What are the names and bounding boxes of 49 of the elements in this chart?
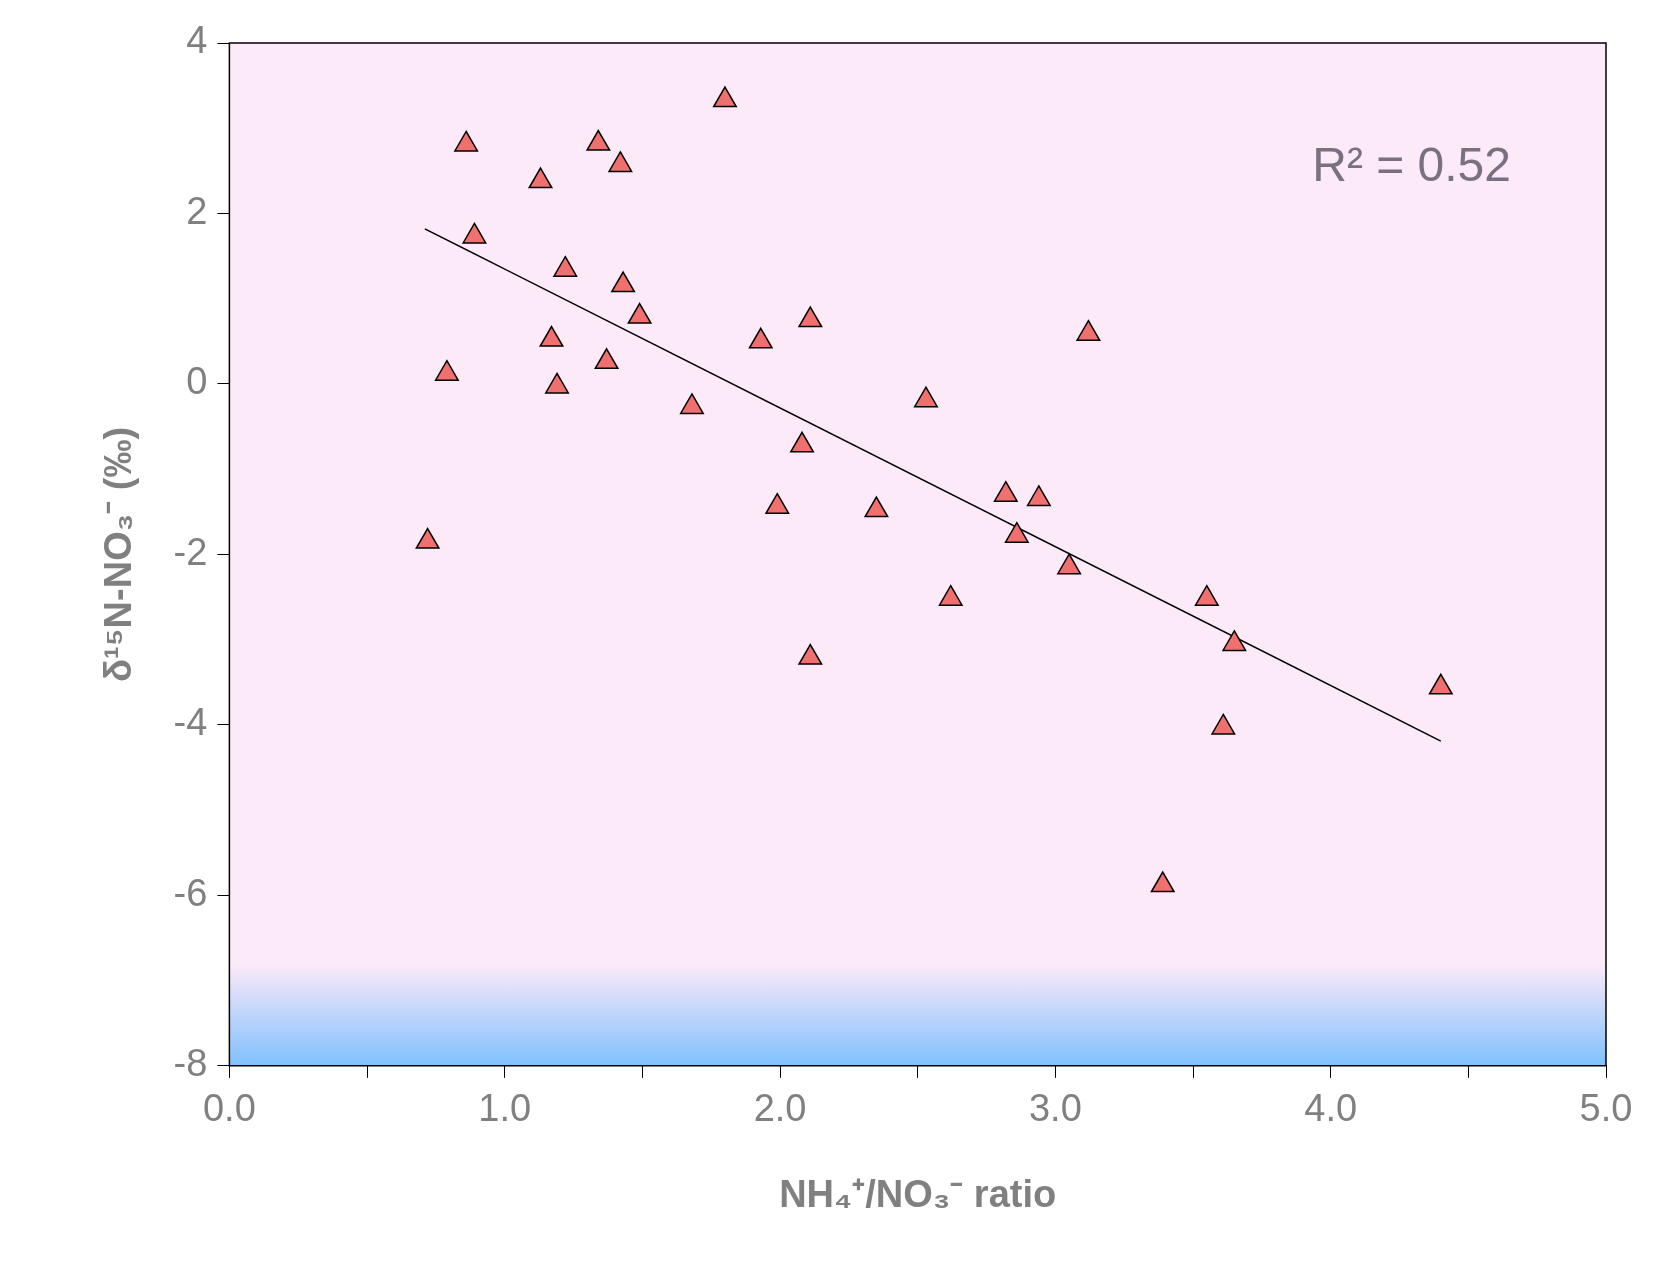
point <box>611 271 636 293</box>
point <box>1026 485 1051 507</box>
point <box>790 431 815 453</box>
point <box>913 386 938 408</box>
point <box>798 306 823 328</box>
point <box>608 151 633 173</box>
point <box>798 643 823 665</box>
y-tick-label: -6 <box>173 871 208 914</box>
point <box>1076 319 1101 341</box>
y-tick-label: -2 <box>173 530 208 573</box>
point <box>864 496 889 518</box>
point <box>594 348 619 370</box>
point <box>545 372 570 394</box>
x-tick-label: 5.0 <box>1579 1087 1633 1130</box>
point <box>1194 584 1219 606</box>
y-axis-title: δ¹⁵N-NO₃⁻ (‰) <box>97 426 140 682</box>
point <box>627 302 652 324</box>
y-tick-label: 2 <box>186 189 208 232</box>
point <box>1150 871 1175 893</box>
y-tick-label: -4 <box>173 701 208 744</box>
x-tick-label: 3.0 <box>1028 1087 1082 1130</box>
point <box>586 129 611 151</box>
x-tick-label: 0.0 <box>202 1087 256 1130</box>
point <box>454 130 479 152</box>
x-tick-label: 1.0 <box>478 1087 532 1130</box>
point <box>1222 630 1247 652</box>
y-tick-label: 4 <box>186 19 208 62</box>
point <box>938 584 963 606</box>
point <box>434 359 459 381</box>
point <box>748 327 773 349</box>
point <box>993 480 1018 502</box>
point <box>1004 521 1029 543</box>
y-tick-label: -8 <box>173 1042 208 1085</box>
point <box>1211 713 1236 735</box>
point <box>679 393 704 415</box>
point <box>528 167 553 189</box>
x-tick-label: 2.0 <box>753 1087 807 1130</box>
point <box>415 527 440 549</box>
y-tick-label: 0 <box>186 360 208 403</box>
point <box>553 255 578 277</box>
point <box>1057 553 1082 575</box>
x-tick-label: 4.0 <box>1304 1087 1358 1130</box>
annotation: R² = 0.52 <box>1312 138 1511 192</box>
point <box>765 492 790 514</box>
point <box>1428 673 1453 695</box>
point <box>462 222 487 244</box>
x-axis-title: NH₄⁺/NO₃⁻ ratio <box>779 1172 1057 1215</box>
point <box>539 325 564 347</box>
point <box>712 86 737 108</box>
